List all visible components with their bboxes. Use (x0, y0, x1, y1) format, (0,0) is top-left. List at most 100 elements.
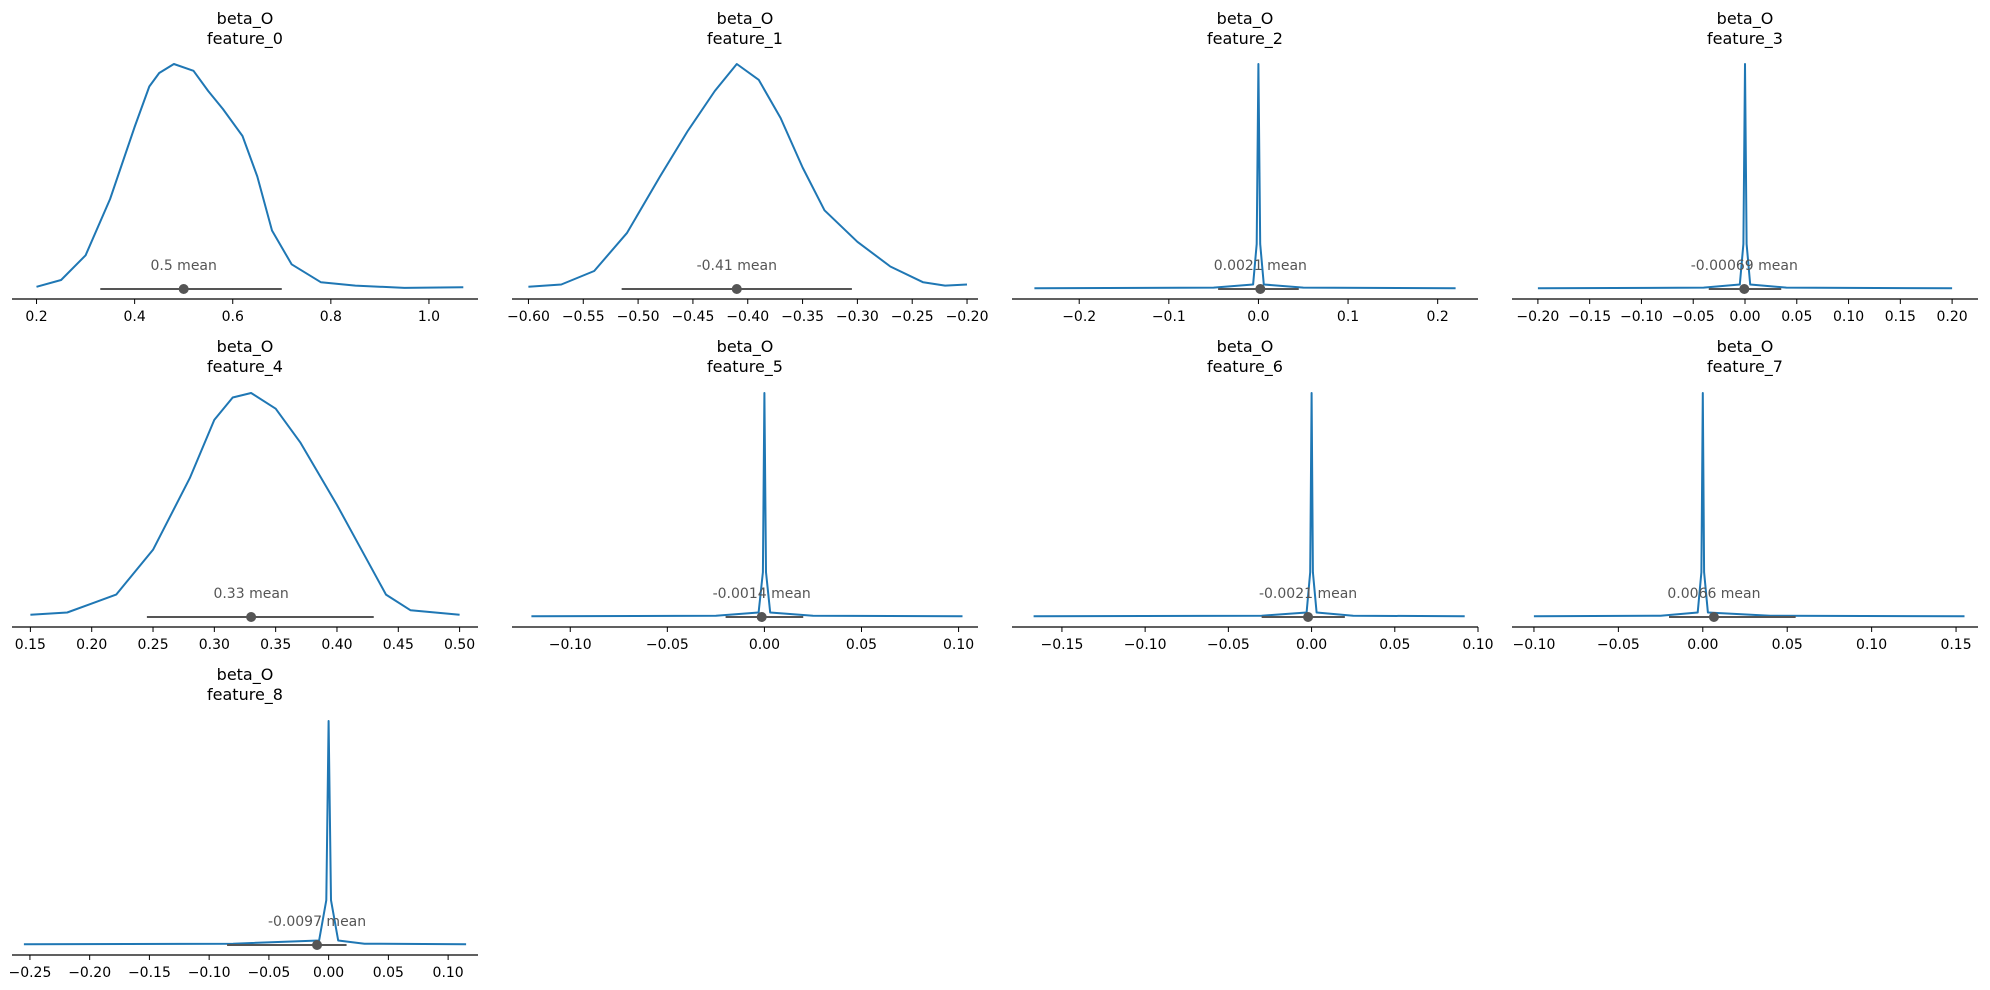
x-tick-label: 0.00 (749, 637, 780, 653)
panel-5: beta_O feature_5 −0.10 −0.05 0.00 0.05 0.10 -0.… (512, 337, 978, 653)
x-tick-label: 0.2 (1427, 309, 1449, 325)
panel-title-line: feature_0 (207, 29, 283, 49)
x-tick-label: −0.10 (1620, 309, 1663, 325)
x-tick-label: −0.10 (188, 965, 231, 981)
x-tick-label: 0.10 (433, 965, 464, 981)
density-curve (528, 63, 968, 288)
x-tick-label: 0.15 (15, 637, 46, 653)
x-tick-label: 0.50 (444, 637, 475, 653)
x-tick-label: −0.25 (891, 309, 934, 325)
mean-label: 0.0066 mean (1667, 586, 1760, 602)
x-tick-label: 0.0 (1247, 309, 1269, 325)
x-tick-label: 0.30 (199, 637, 230, 653)
panel-title: beta_O feature_6 (1207, 337, 1283, 377)
panel-0: beta_O feature_0 0.2 0.4 0.6 0.8 1.0 0.5 mean (12, 9, 478, 325)
x-tick-label: 0.10 (1462, 637, 1493, 653)
mean-label: -0.0014 mean (713, 586, 811, 602)
density-curve (30, 392, 460, 616)
x-tick-label: −0.05 (247, 965, 290, 981)
x-tick-label: 0.1 (1337, 309, 1359, 325)
x-tick-label: 0.05 (1781, 309, 1812, 325)
x-tick-label: −0.25 (8, 965, 51, 981)
panel-title: beta_O feature_1 (707, 9, 783, 49)
x-tick-label: −0.05 (646, 637, 689, 653)
mean-point (1303, 612, 1314, 622)
panel-title: beta_O feature_4 (207, 337, 283, 377)
panel-title-line: feature_8 (207, 685, 283, 705)
x-tick-label: −0.30 (836, 309, 879, 325)
mean-label: 0.5 mean (150, 258, 216, 274)
panel-4: beta_O feature_4 0.15 0.20 0.25 0.30 0.35 0.40 0… (12, 337, 478, 653)
mean-label: -0.0097 mean (268, 914, 366, 930)
panel-7: beta_O feature_7 −0.10 −0.05 0.00 0.05 0.10 0.1… (1512, 337, 1978, 653)
x-tick-label: −0.10 (1512, 637, 1555, 653)
density-curve (1533, 392, 1965, 618)
x-tick-label: 0.00 (313, 965, 344, 981)
x-tick-label: 0.00 (1296, 637, 1327, 653)
panel-title-line: beta_O (1717, 337, 1774, 357)
x-tick-label: 0.35 (260, 637, 291, 653)
x-tick-label: −0.05 (1597, 637, 1640, 653)
mean-label: 0.33 mean (213, 586, 288, 602)
x-tick-label: 0.05 (1772, 637, 1803, 653)
x-tick-label: 0.40 (321, 637, 352, 653)
x-tick-label: 0.05 (373, 965, 404, 981)
panel-title-line: beta_O (1217, 9, 1274, 29)
mean-point (246, 612, 257, 622)
panel-title: beta_O feature_3 (1707, 9, 1783, 49)
mean-point (731, 284, 742, 294)
x-tick-label: −0.60 (507, 309, 550, 325)
panel-6: beta_O feature_6 −0.15 −0.10 −0.05 0.00 0.05 0.… (1012, 337, 1494, 653)
x-tick-label: 0.00 (1687, 637, 1718, 653)
panel-title-line: feature_3 (1707, 29, 1783, 49)
density-curve (1033, 392, 1465, 618)
x-tick-label: 0.2 (25, 309, 47, 325)
mean-point (1708, 612, 1719, 622)
x-tick-label: −0.20 (946, 309, 989, 325)
x-tick-label: −0.50 (617, 309, 660, 325)
mean-label: -0.41 mean (697, 258, 777, 274)
x-tick-label: 0.15 (1885, 309, 1916, 325)
x-tick-label: −0.1 (1152, 309, 1186, 325)
x-tick-label: −0.40 (726, 309, 769, 325)
panel-title-line: beta_O (217, 9, 274, 29)
x-tick-label: 0.10 (1833, 309, 1864, 325)
panel-title-line: beta_O (217, 665, 274, 685)
x-tick-label: −0.20 (68, 965, 111, 981)
panel-title: beta_O feature_2 (1207, 9, 1283, 49)
x-tick-label: 0.8 (320, 309, 342, 325)
x-tick-label: 0.20 (76, 637, 107, 653)
x-tick-label: 0.15 (1940, 637, 1971, 653)
mean-point (312, 940, 323, 950)
x-tick-label: −0.2 (1062, 309, 1096, 325)
panel-title: beta_O feature_5 (707, 337, 783, 377)
panel-title-line: feature_7 (1707, 357, 1783, 377)
panel-title: beta_O feature_0 (207, 9, 283, 49)
mean-point (1739, 284, 1750, 294)
panel-title-line: feature_4 (207, 357, 283, 377)
x-tick-label: 1.0 (418, 309, 440, 325)
density-curve (23, 720, 467, 946)
panel-1: beta_O feature_1 −0.60 −0.55 −0.50 −0.45 −0.40… (507, 9, 988, 325)
mean-label: -0.00069 mean (1691, 258, 1798, 274)
mean-label: -0.0021 mean (1259, 586, 1357, 602)
panel-title-line: beta_O (717, 9, 774, 29)
panel-title-line: feature_6 (1207, 357, 1283, 377)
x-tick-label: −0.35 (781, 309, 824, 325)
x-tick-label: −0.05 (1207, 637, 1250, 653)
x-tick-label: −0.15 (1040, 637, 1083, 653)
x-tick-label: −0.20 (1516, 309, 1559, 325)
panel-3: beta_O feature_3 −0.20 −0.15 −0.10 −0.05 0.00 0… (1512, 9, 1978, 325)
x-tick-label: 0.20 (1937, 309, 1968, 325)
x-tick-label: 0.10 (1856, 637, 1887, 653)
x-tick-label: −0.45 (671, 309, 714, 325)
panel-8: beta_O feature_8 −0.25 −0.20 −0.15 −0.10 −0.05… (8, 665, 478, 981)
x-tick-label: 0.6 (222, 309, 244, 325)
panel-title-line: beta_O (717, 337, 774, 357)
x-tick-label: −0.05 (1672, 309, 1715, 325)
panel-title-line: beta_O (1717, 9, 1774, 29)
panel-title-line: feature_1 (707, 29, 783, 49)
mean-point (1255, 284, 1266, 294)
mean-label: 0.0021 mean (1214, 258, 1307, 274)
